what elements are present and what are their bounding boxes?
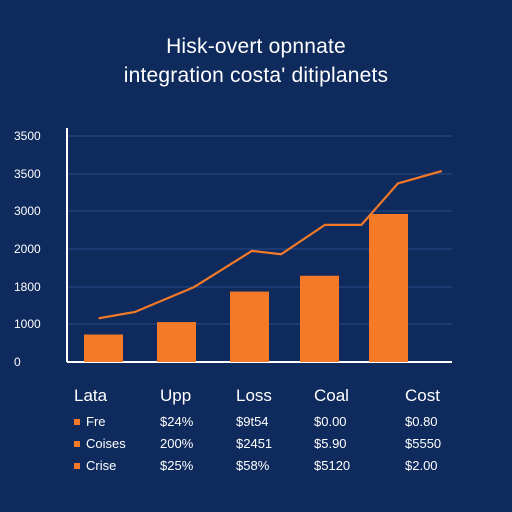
table-cell: 200% <box>160 436 194 451</box>
table-row-label: Crise <box>86 458 117 473</box>
table-cell: $5.90 <box>314 436 347 451</box>
y-tick-label: 0 <box>14 355 21 369</box>
table-header: Loss <box>236 386 272 405</box>
table-row-label: Coises <box>86 436 126 451</box>
chart-title-line1: Hisk-overt opnnate <box>166 35 346 58</box>
y-tick-label: 3500 <box>14 167 41 181</box>
y-tick-label: 2000 <box>14 242 41 256</box>
table-header: Lata <box>74 386 108 405</box>
chart-area: 3500 3500 3000 2000 1800 1000 0 <box>14 128 452 369</box>
y-tick-label: 1000 <box>14 317 41 331</box>
table-cell: $5550 <box>405 436 442 451</box>
table-cell: $0.00 <box>314 414 347 429</box>
table-row-label: Fre <box>86 414 106 429</box>
table-header: Cost <box>405 386 440 405</box>
table-header: Coal <box>314 386 349 405</box>
bar <box>300 275 339 362</box>
table-cell: $2451 <box>236 436 273 451</box>
row-swatch <box>74 419 80 425</box>
table-cell: $25% <box>160 458 194 473</box>
bar <box>157 322 196 362</box>
table-cell: $24% <box>160 414 194 429</box>
table-cell: $58% <box>236 458 270 473</box>
table-cell: $0.80 <box>405 414 438 429</box>
bar <box>369 213 408 362</box>
y-tick-label: 1800 <box>14 280 41 294</box>
chart-title-line2: integration costa' ditiplanets <box>123 64 389 87</box>
row-swatch <box>74 463 80 469</box>
table-cell: $2.00 <box>405 458 438 473</box>
y-tick-label: 3500 <box>14 129 41 143</box>
trend-line <box>98 169 443 320</box>
bar <box>84 334 123 362</box>
y-tick-label: 3000 <box>14 204 41 218</box>
row-swatch <box>74 441 80 447</box>
table-cell: $5120 <box>314 458 351 473</box>
table-cell: $9t54 <box>236 414 269 429</box>
table-header: Upp <box>160 386 192 405</box>
bar <box>230 291 269 362</box>
